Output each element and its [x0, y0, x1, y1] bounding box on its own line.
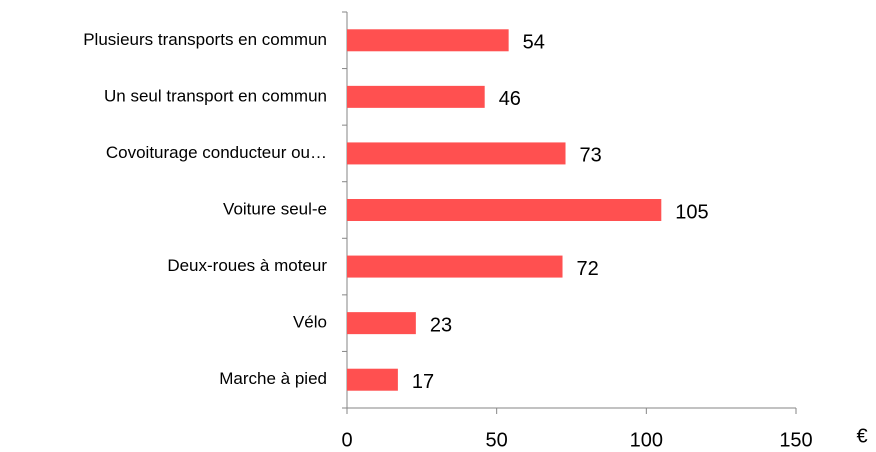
data-label: 17	[412, 371, 434, 393]
bar	[347, 85, 485, 108]
x-axis-label: €	[856, 425, 867, 447]
x-tick-label: 0	[341, 429, 352, 451]
bar	[347, 255, 563, 278]
y-tick-label: Un seul transport en commun	[104, 86, 327, 105]
x-tick-label: 50	[486, 429, 508, 451]
y-tick-label: Plusieurs transports en commun	[83, 30, 327, 49]
data-label: 72	[577, 258, 599, 280]
data-label: 54	[523, 32, 545, 54]
bar	[347, 142, 566, 165]
y-tick-label: Covoiturage conducteur ou…	[106, 143, 327, 162]
x-tick-label: 150	[779, 429, 812, 451]
data-label: 73	[580, 145, 602, 167]
bar	[347, 199, 662, 221]
data-label: 105	[675, 201, 708, 223]
bar	[347, 29, 509, 52]
data-label: 23	[430, 314, 452, 336]
y-tick-label: Deux-roues à moteur	[167, 256, 327, 275]
data-label: 46	[499, 88, 521, 110]
bar	[347, 368, 398, 391]
y-tick-label: Marche à pied	[219, 369, 327, 388]
y-tick-label: Voiture seul-e	[223, 199, 327, 218]
x-tick-label: 100	[630, 429, 663, 451]
bar	[347, 312, 416, 335]
y-tick-label: Vélo	[293, 313, 327, 332]
